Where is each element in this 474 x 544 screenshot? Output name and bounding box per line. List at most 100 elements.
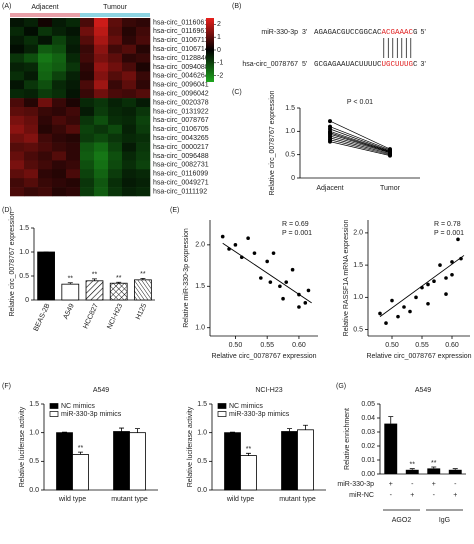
y-tick-label: 0.5 <box>353 326 363 333</box>
y-tick-label: 0.0 <box>29 487 39 494</box>
y-tick-label: 0.05 <box>361 401 375 408</box>
row-label: hsa-circ_0106711 <box>153 37 208 44</box>
heatmap-cell <box>10 89 25 99</box>
heatmap-cell <box>24 26 39 37</box>
x-tick-label: 0.50 <box>385 342 399 349</box>
error-bar <box>302 424 308 430</box>
error-bar <box>431 466 437 469</box>
y-axis-label: Relative miR-330-3p expression <box>183 228 190 328</box>
panel-label: (C) <box>232 89 242 96</box>
heatmap-cell <box>66 71 81 81</box>
heatmap-cell <box>94 53 109 63</box>
row-label: hsa-circ_0106714 <box>153 46 209 53</box>
heatmap-cell <box>108 26 123 37</box>
heatmap-cell <box>122 107 137 117</box>
heatmap-cell <box>94 18 109 28</box>
heatmap-cell <box>24 89 39 99</box>
heatmap-cell <box>80 124 95 134</box>
heatmap-cell <box>66 53 81 63</box>
heatmap-cell <box>80 18 95 28</box>
y-tick-label: 1.5 <box>195 283 205 290</box>
heatmap-cell <box>94 26 109 37</box>
bar <box>448 469 462 474</box>
bar <box>224 432 241 491</box>
heatmap-cell <box>52 151 67 161</box>
significance: ** <box>68 276 74 283</box>
group-label: Tumour <box>103 4 128 11</box>
heatmap-cell <box>80 115 95 126</box>
heatmap-cell <box>52 18 67 28</box>
point <box>265 259 269 264</box>
sequence-body: GCGAGAAUACUUUUC <box>314 61 382 69</box>
heatmap-cell <box>66 44 81 54</box>
bar <box>405 469 419 474</box>
x-tick-label: mutant type <box>111 496 148 503</box>
heatmap-cell <box>94 71 109 81</box>
point <box>450 260 454 264</box>
point <box>414 295 418 300</box>
annotation: R = 0.69 <box>282 221 309 228</box>
heatmap-cell <box>136 169 151 179</box>
bar <box>85 280 104 301</box>
panel-label: (F) <box>2 383 11 390</box>
heatmap-cell <box>10 18 25 28</box>
heatmap-cell <box>52 26 67 37</box>
y-tick-label: 1.0 <box>19 249 29 256</box>
heatmap-cell <box>122 89 137 99</box>
table-mark: + <box>389 481 393 488</box>
row-label: hsa-circ_0116099 <box>153 171 208 178</box>
heatmap-cell <box>94 142 109 152</box>
group-label: AGO2 <box>392 517 412 524</box>
heatmap-cell <box>10 26 25 37</box>
sequence-name: miR-330-3p <box>261 29 298 36</box>
heatmap-cell <box>66 142 81 152</box>
chart-title: A549 <box>415 387 431 394</box>
chart-title: A549 <box>93 387 109 394</box>
heatmap-cell <box>136 71 151 81</box>
heatmap-cell <box>80 169 95 179</box>
sequence-end: 5' <box>421 29 426 36</box>
legend-swatch <box>217 403 227 409</box>
y-tick-label: 1.0 <box>195 325 205 332</box>
table-row-label: miR-330-3p <box>337 481 374 488</box>
pair-line <box>329 135 391 154</box>
error-bar <box>77 451 83 455</box>
sequence-seed: ACGAAAC <box>382 29 414 37</box>
heatmap-cell <box>136 187 151 197</box>
heatmap-cell <box>10 98 25 108</box>
heatmap-cell <box>66 80 81 90</box>
bar <box>129 432 146 491</box>
y-tick-label: 1.5 <box>285 105 295 112</box>
error-bar <box>409 468 415 470</box>
annotation: P < 0.01 <box>347 99 373 106</box>
row-label: hsa-circ_0020378 <box>153 99 209 106</box>
heatmap-cell <box>122 35 137 45</box>
x-tick-label: wild type <box>226 496 254 503</box>
heatmap-cell <box>38 151 53 161</box>
point <box>388 153 392 158</box>
heatmap-cell <box>136 178 151 188</box>
group-bar <box>80 13 150 17</box>
heatmap-cell <box>80 151 95 161</box>
colorbar-tick-label: 2 <box>217 21 221 28</box>
y-tick-label: 1.5 <box>29 401 39 408</box>
error-bar <box>388 416 394 424</box>
x-tick-label: 0.50 <box>229 342 243 349</box>
heatmap-cell <box>10 187 25 197</box>
heatmap-cell <box>38 80 53 90</box>
heatmap-cell <box>24 71 39 81</box>
heatmap-cell <box>38 115 53 126</box>
heatmap-cell <box>10 124 25 134</box>
y-tick-label: 0.04 <box>361 415 375 422</box>
heatmap-cell <box>80 89 95 99</box>
heatmap-cell <box>80 178 95 188</box>
y-tick-label: 0.5 <box>29 458 39 465</box>
heatmap-cell <box>10 53 25 63</box>
error-bar <box>92 278 97 281</box>
sequence-name: hsa-circ_0078767 <box>242 61 298 68</box>
heatmap-cell <box>94 35 109 45</box>
heatmap-cell <box>38 18 53 28</box>
row-label: hsa-circ_0096041 <box>153 82 209 89</box>
point <box>402 305 406 309</box>
point <box>278 284 282 289</box>
